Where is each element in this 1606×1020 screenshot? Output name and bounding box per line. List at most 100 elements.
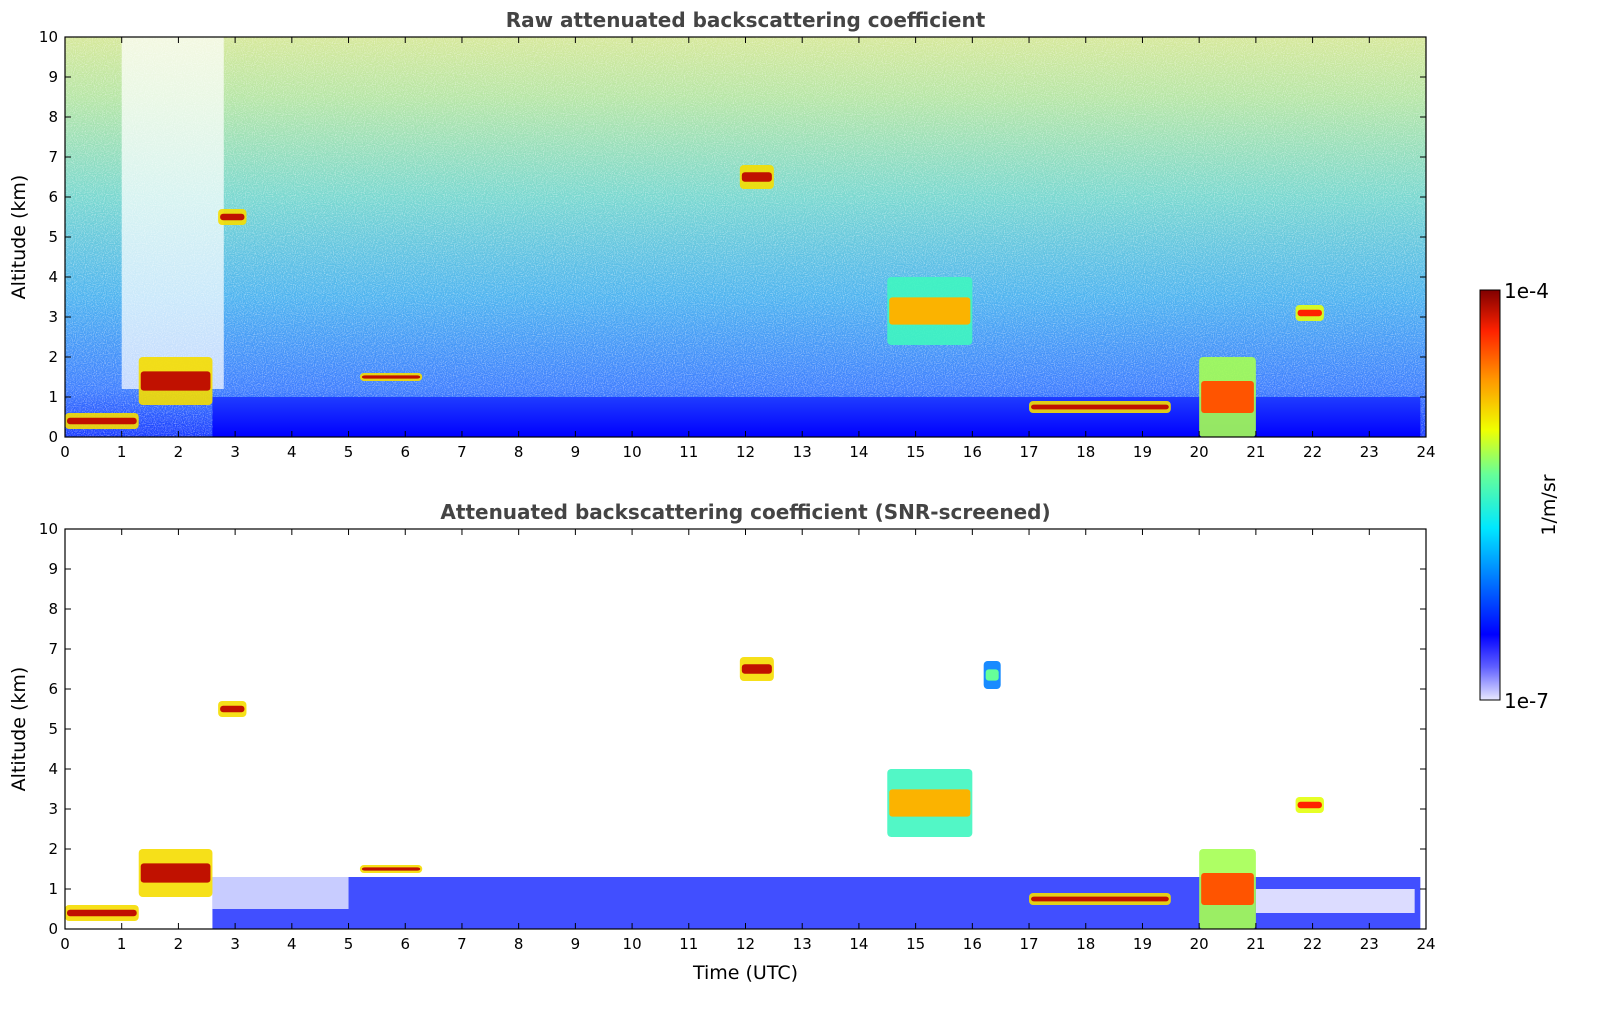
x-tick-label: 23	[1360, 935, 1379, 953]
y-tick-label: 8	[48, 600, 58, 618]
panel-raw-x-ticks: 0 1 2 3 4 5 6 7 8 9 10 11 12 13 14 15 16 17 18 19 20 21 22 23 24	[60, 37, 1436, 461]
x-tick-label: 10	[623, 935, 642, 953]
x-tick-label: 7	[457, 935, 467, 953]
colorbar-gradient	[1479, 289, 1501, 701]
x-tick-label: 4	[287, 443, 297, 461]
colorbar: 1e-4 1e-7 1/m/sr	[1479, 279, 1560, 713]
feature-layer	[1029, 401, 1171, 413]
y-tick-label: 0	[48, 428, 58, 446]
x-tick-label: 18	[1076, 935, 1095, 953]
boundary-layer-top-late	[1255, 889, 1415, 913]
x-tick-label: 7	[457, 443, 467, 461]
feature-layer	[218, 701, 247, 717]
y-tick-label: 1	[48, 880, 58, 898]
x-tick-label: 15	[906, 935, 925, 953]
x-tick-label: 22	[1303, 443, 1322, 461]
colorbar-unit-label: 1/m/sr	[1538, 474, 1560, 535]
x-tick-label: 13	[793, 443, 812, 461]
feature-layer-core	[220, 705, 245, 713]
x-tick-label: 21	[1246, 935, 1265, 953]
x-tick-label: 14	[849, 443, 868, 461]
x-tick-label: 5	[344, 443, 354, 461]
panel-raw-title: Raw attenuated backscattering coefficien…	[506, 8, 986, 32]
x-tick-label: 9	[571, 443, 581, 461]
feature-layer	[218, 209, 247, 225]
y-tick-label: 4	[48, 760, 58, 778]
low-signal-region	[121, 37, 224, 389]
x-tick-label: 5	[344, 935, 354, 953]
x-tick-label: 13	[793, 935, 812, 953]
x-tick-label: 0	[60, 935, 70, 953]
feature-layer-core	[1201, 381, 1254, 413]
feature-layer-core	[1201, 873, 1254, 905]
x-tick-label: 19	[1133, 443, 1152, 461]
feature-layer	[138, 357, 213, 405]
feature-layer	[1295, 797, 1324, 813]
feature-layer-core	[1031, 404, 1169, 410]
panel-snr-x-label: Time (UTC)	[692, 962, 798, 984]
panel-raw-y-ticks: 0 1 2 3 4 5 6 7 8 9 10	[39, 28, 1426, 446]
feature-layer-core	[1297, 801, 1322, 809]
feature-layer	[1199, 357, 1256, 437]
x-tick-label: 4	[287, 935, 297, 953]
x-tick-label: 23	[1360, 443, 1379, 461]
x-tick-label: 18	[1076, 443, 1095, 461]
x-tick-label: 12	[736, 935, 755, 953]
x-tick-label: 24	[1416, 443, 1435, 461]
feature-layer	[1295, 305, 1324, 321]
feature-layer-core	[140, 863, 211, 883]
feature-layer	[65, 905, 139, 921]
y-tick-label: 4	[48, 268, 58, 286]
panel-snr-title: Attenuated backscattering coefficient (S…	[440, 500, 1050, 524]
x-tick-label: 20	[1190, 935, 1209, 953]
panel-snr-x-ticks: 0 1 2 3 4 5 6 7 8 9 10 11 12 13 14 15 16 17 18 19 20 21 22 23 24	[60, 529, 1436, 953]
feature-layer	[1199, 849, 1256, 929]
y-tick-label: 1	[48, 388, 58, 406]
x-tick-label: 11	[679, 443, 698, 461]
x-tick-label: 20	[1190, 443, 1209, 461]
x-tick-label: 19	[1133, 935, 1152, 953]
x-tick-label: 2	[174, 443, 184, 461]
x-tick-label: 24	[1416, 935, 1435, 953]
panel-snr-y-label: Altitude (km)	[8, 667, 30, 792]
y-tick-label: 6	[48, 680, 58, 698]
x-tick-label: 17	[1019, 443, 1038, 461]
x-tick-label: 8	[514, 935, 524, 953]
y-tick-label: 9	[48, 560, 58, 578]
y-tick-label: 3	[48, 800, 58, 818]
y-tick-label: 6	[48, 188, 58, 206]
y-tick-label: 3	[48, 308, 58, 326]
y-tick-label: 2	[48, 348, 58, 366]
colorbar-min-label: 1e-7	[1504, 689, 1549, 713]
x-tick-label: 2	[174, 935, 184, 953]
feature-layer-core	[985, 669, 999, 681]
panel-raw-y-label: Altitude (km)	[8, 175, 30, 300]
feature-layer-core	[889, 297, 971, 325]
y-tick-label: 8	[48, 108, 58, 126]
x-tick-label: 3	[230, 443, 240, 461]
feature-layer-core	[361, 867, 421, 871]
x-tick-label: 6	[400, 443, 410, 461]
feature-layer-core	[889, 789, 971, 817]
panel-snr: Attenuated backscattering coefficient (S…	[8, 500, 1436, 984]
colorbar-max-label: 1e-4	[1504, 279, 1549, 303]
y-tick-label: 5	[48, 228, 58, 246]
boundary-layer-top	[212, 877, 349, 909]
y-tick-label: 5	[48, 720, 58, 738]
feature-layer-core	[67, 417, 137, 425]
feature-layer-core	[741, 172, 772, 182]
feature-layer-core	[1031, 896, 1169, 902]
x-tick-label: 21	[1246, 443, 1265, 461]
feature-layer	[138, 849, 213, 897]
feature-layer-core	[361, 375, 421, 379]
x-tick-label: 6	[400, 935, 410, 953]
x-tick-label: 17	[1019, 935, 1038, 953]
x-tick-label: 22	[1303, 935, 1322, 953]
feature-layer	[359, 373, 423, 381]
feature-layer-core	[67, 909, 137, 917]
feature-layer	[65, 413, 139, 429]
y-tick-label: 7	[48, 640, 58, 658]
panel-raw: Raw attenuated backscattering coefficien…	[8, 8, 1436, 461]
feature-layer	[983, 661, 1001, 689]
